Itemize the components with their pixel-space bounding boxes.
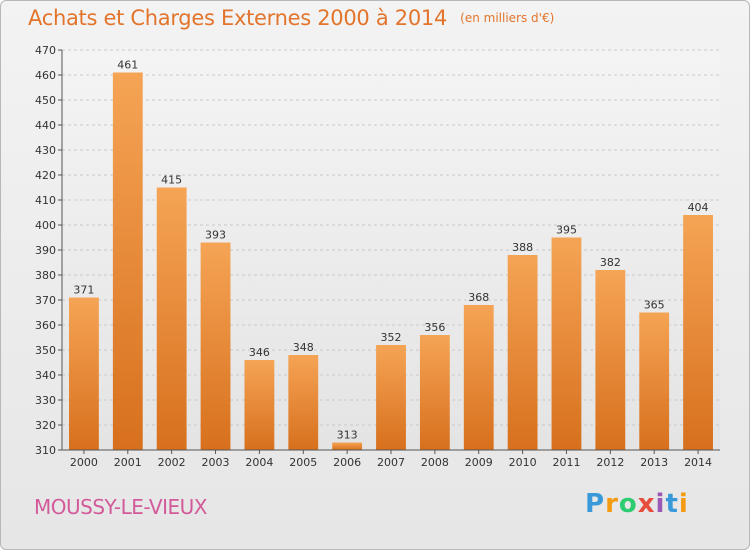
value-label: 348 — [293, 341, 314, 354]
bar-2003 — [200, 242, 231, 450]
logo-letter: i — [678, 489, 689, 519]
value-label: 382 — [600, 256, 621, 269]
bar-2014 — [683, 215, 713, 450]
title-row: Achats et Charges Externes 2000 à 2014 (… — [28, 6, 554, 30]
logo-letter: t — [665, 489, 679, 519]
x-tick-label: 2009 — [465, 456, 493, 469]
bar-2009 — [463, 305, 494, 450]
y-tick-label: 330 — [35, 394, 56, 407]
x-tick-label: 2010 — [509, 456, 537, 469]
y-tick-label: 470 — [35, 44, 56, 57]
bar-2006 — [332, 442, 363, 450]
y-tick-label: 460 — [35, 69, 56, 82]
value-label: 461 — [117, 59, 138, 72]
chart-subtitle: (en milliers d'€) — [460, 11, 555, 25]
bars — [69, 72, 713, 450]
y-tick-label: 400 — [35, 219, 56, 232]
bar-2011 — [551, 237, 582, 450]
value-label: 346 — [249, 346, 270, 359]
value-label: 388 — [512, 241, 533, 254]
commune-name: MOUSSY-LE-VIEUX — [34, 495, 207, 519]
y-tick-label: 350 — [35, 344, 56, 357]
value-label: 404 — [688, 201, 709, 214]
bar-2005 — [288, 355, 319, 450]
x-tick-label: 2014 — [684, 456, 712, 469]
y-tick-label: 390 — [35, 244, 56, 257]
y-tick-label: 310 — [35, 444, 56, 457]
logo-letter: o — [618, 489, 638, 519]
value-label: 365 — [644, 299, 665, 312]
y-tick-label: 320 — [35, 419, 56, 432]
value-label: 415 — [161, 174, 182, 187]
y-tick-label: 340 — [35, 369, 56, 382]
bar-2000 — [69, 297, 99, 450]
value-labels: 371 461 415 393 346 348 313 352 356 368 388 395 382 3… — [73, 59, 708, 442]
axes — [61, 50, 720, 451]
y-axis-ticks: 310 320 330 340 350 360 370 380 390 400 410 420 430 4… — [35, 44, 62, 457]
bar-2007 — [376, 345, 406, 450]
x-tick-label: 2003 — [202, 456, 230, 469]
bar-2010 — [507, 255, 538, 450]
bar-2012 — [595, 270, 626, 450]
x-tick-label: 2005 — [289, 456, 317, 469]
value-label: 393 — [205, 229, 226, 242]
chart-title: Achats et Charges Externes 2000 à 2014 — [28, 6, 448, 30]
x-axis-ticks: 2000 2001 2002 2003 2004 2005 2006 2007 2008 2009… — [70, 450, 712, 469]
bar-2004 — [244, 360, 275, 450]
x-tick-label: 2012 — [596, 456, 624, 469]
x-tick-label: 2001 — [114, 456, 142, 469]
logo-letter: i — [655, 489, 666, 519]
bar-2013 — [639, 312, 670, 450]
bar-2008 — [419, 335, 450, 450]
x-tick-label: 2000 — [70, 456, 98, 469]
x-tick-label: 2013 — [640, 456, 668, 469]
value-label: 352 — [381, 331, 402, 344]
y-tick-label: 430 — [35, 144, 56, 157]
y-tick-label: 440 — [35, 119, 56, 132]
logo-letter: x — [637, 489, 656, 519]
logo-letter: P — [585, 489, 606, 519]
x-tick-label: 2008 — [421, 456, 449, 469]
proxiti-logo[interactable]: Proxiti — [585, 489, 689, 519]
y-tick-label: 360 — [35, 319, 56, 332]
x-tick-label: 2007 — [377, 456, 405, 469]
x-tick-label: 2004 — [245, 456, 273, 469]
value-label: 395 — [556, 224, 577, 237]
y-tick-label: 450 — [35, 94, 56, 107]
bar-2001 — [112, 72, 143, 450]
y-tick-label: 380 — [35, 269, 56, 282]
value-label: 368 — [468, 291, 489, 304]
x-tick-label: 2006 — [333, 456, 361, 469]
x-tick-label: 2002 — [158, 456, 186, 469]
y-tick-label: 410 — [35, 194, 56, 207]
value-label: 356 — [424, 321, 445, 334]
value-label: 313 — [337, 429, 358, 442]
value-label: 371 — [73, 284, 94, 297]
logo-letter: r — [605, 489, 619, 519]
y-tick-label: 370 — [35, 294, 56, 307]
y-tick-label: 420 — [35, 169, 56, 182]
x-tick-label: 2011 — [552, 456, 580, 469]
bar-2002 — [156, 187, 187, 450]
